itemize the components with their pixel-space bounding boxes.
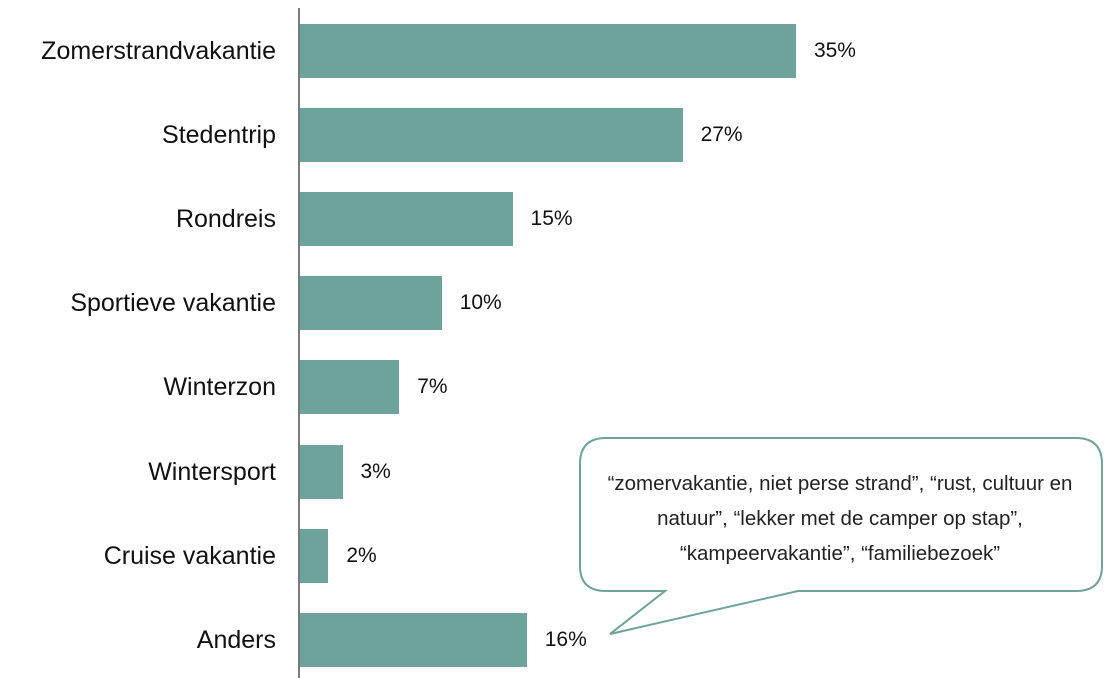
- bar: [300, 24, 796, 78]
- category-label: Sportieve vakantie: [70, 289, 276, 318]
- bar: [300, 276, 442, 331]
- value-label: 7%: [417, 375, 448, 399]
- bar: [300, 612, 527, 667]
- value-label: 35%: [813, 39, 856, 62]
- value-label: 16%: [544, 627, 587, 651]
- value-label: 27%: [700, 123, 743, 147]
- category-label: Zomerstrandvakantie: [41, 37, 276, 65]
- category-label: Wintersport: [148, 457, 276, 486]
- value-label: 3%: [360, 459, 391, 483]
- bar: [300, 360, 400, 415]
- value-label: 10%: [459, 291, 502, 315]
- bar: [300, 192, 513, 247]
- category-label: Stedentrip: [162, 121, 276, 150]
- category-label: Winterzon: [163, 373, 276, 402]
- category-label: Cruise vakantie: [103, 541, 276, 570]
- bar: [300, 528, 329, 583]
- bar: [300, 108, 683, 163]
- bar: [300, 444, 343, 499]
- category-label: Rondreis: [175, 205, 276, 234]
- category-axis-line: [298, 8, 300, 678]
- category-label: Anders: [196, 625, 276, 654]
- value-label: 15%: [530, 207, 573, 231]
- value-label: 2%: [346, 543, 377, 567]
- callout-text: “zomervakantie, niet perse strand”, “rus…: [607, 472, 1073, 565]
